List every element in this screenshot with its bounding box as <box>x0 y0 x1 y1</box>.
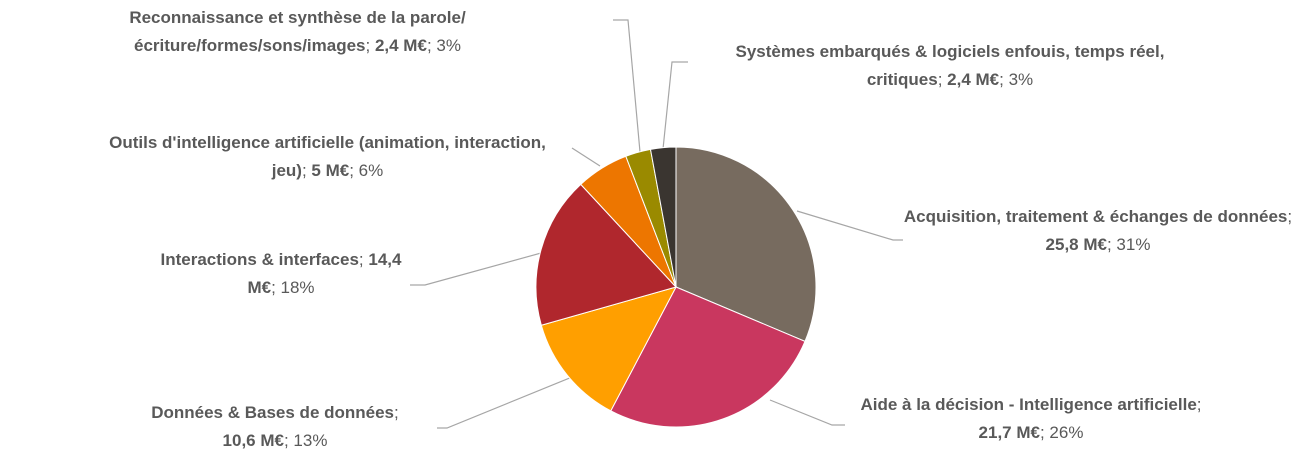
slice-label: Données & Bases de données; 10,6 M€; 13% <box>150 399 400 455</box>
separator: ; <box>283 431 294 450</box>
leader-line <box>410 249 553 286</box>
separator: ; <box>394 403 399 422</box>
slice-label: Interactions & interfaces; 14,4 M€; 18% <box>150 246 412 302</box>
share-label: 18% <box>280 278 315 297</box>
share-label: 26% <box>1049 423 1084 442</box>
share-label: 31% <box>1116 235 1151 254</box>
separator: ; <box>358 250 369 269</box>
separator: ; <box>271 278 281 297</box>
pie-slice <box>649 146 677 288</box>
category-label: Aide à la décision - Intelligence artifi… <box>860 395 1197 414</box>
separator: ; <box>301 161 312 180</box>
category-label: Reconnaissance et synthèse de la parole/… <box>129 8 466 55</box>
value-label: 2,4 M€ <box>374 36 427 55</box>
pie-slice <box>535 183 677 326</box>
leader-lines <box>410 19 903 429</box>
slice-label: Outils d'intelligence artificielle (anim… <box>105 129 550 185</box>
value-label: 21,7 M€ <box>978 423 1040 442</box>
separator: ; <box>1196 395 1202 414</box>
slice-label: Acquisition, traitement & échanges de do… <box>900 203 1296 259</box>
share-label: 13% <box>293 431 328 450</box>
share-label: 3% <box>436 36 461 55</box>
share-label: 3% <box>1008 70 1034 89</box>
share-label: 6% <box>358 161 384 180</box>
value-label: 14,4 M€ <box>247 250 402 297</box>
slice-label: Reconnaissance et synthèse de la parole/… <box>25 4 570 60</box>
separator: ; <box>365 36 375 55</box>
pie-slice <box>675 146 817 343</box>
separator: ; <box>1287 207 1293 226</box>
category-label: Outils d'intelligence artificielle (anim… <box>109 133 546 180</box>
leader-line <box>613 19 641 153</box>
separator: ; <box>349 161 359 180</box>
separator: ; <box>999 70 1009 89</box>
category-label: Données & Bases de données <box>151 403 395 422</box>
leader-line <box>662 61 688 150</box>
value-label: 2,4 M€ <box>947 70 1000 89</box>
leader-line <box>571 147 601 167</box>
separator: ; <box>426 36 437 55</box>
value-label: 5 M€ <box>311 161 350 180</box>
pie-slice <box>540 286 677 412</box>
leader-line <box>769 399 845 426</box>
separator: ; <box>1039 423 1050 442</box>
category-label: Interactions & interfaces <box>160 250 359 269</box>
leader-line <box>437 374 578 429</box>
leader-line <box>796 210 903 241</box>
slice-label: Aide à la décision - Intelligence artifi… <box>842 391 1220 447</box>
separator: ; <box>937 70 948 89</box>
separator: ; <box>1106 235 1117 254</box>
category-label: Systèmes embarqués & logiciels enfouis, … <box>735 42 1165 89</box>
slice-label: Systèmes embarqués & logiciels enfouis, … <box>700 38 1200 94</box>
pie-slice <box>610 286 806 428</box>
category-label: Acquisition, traitement & échanges de do… <box>903 207 1288 226</box>
value-label: 10,6 M€ <box>222 431 284 450</box>
value-label: 25,8 M€ <box>1045 235 1107 254</box>
